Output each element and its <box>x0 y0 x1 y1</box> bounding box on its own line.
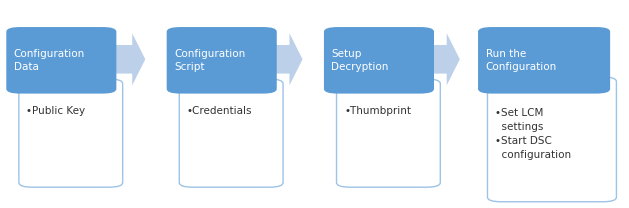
Text: Configuration
Data: Configuration Data <box>14 49 85 72</box>
FancyBboxPatch shape <box>6 27 116 94</box>
Text: •Thumbprint: •Thumbprint <box>344 106 411 116</box>
Text: •Public Key: •Public Key <box>26 106 86 116</box>
Text: Configuration
Script: Configuration Script <box>174 49 245 72</box>
FancyBboxPatch shape <box>478 27 610 94</box>
Text: Run the
Configuration: Run the Configuration <box>486 49 557 72</box>
Polygon shape <box>113 33 145 85</box>
Text: •Set LCM
  settings
•Start DSC
  configuration: •Set LCM settings •Start DSC configurati… <box>495 108 571 160</box>
FancyBboxPatch shape <box>19 79 123 187</box>
FancyBboxPatch shape <box>324 27 434 94</box>
FancyBboxPatch shape <box>487 77 616 202</box>
Text: •Credentials: •Credentials <box>187 106 252 116</box>
Polygon shape <box>270 33 303 85</box>
Polygon shape <box>427 33 460 85</box>
FancyBboxPatch shape <box>179 79 283 187</box>
Text: Setup
Decryption: Setup Decryption <box>331 49 389 72</box>
FancyBboxPatch shape <box>337 79 440 187</box>
FancyBboxPatch shape <box>167 27 277 94</box>
